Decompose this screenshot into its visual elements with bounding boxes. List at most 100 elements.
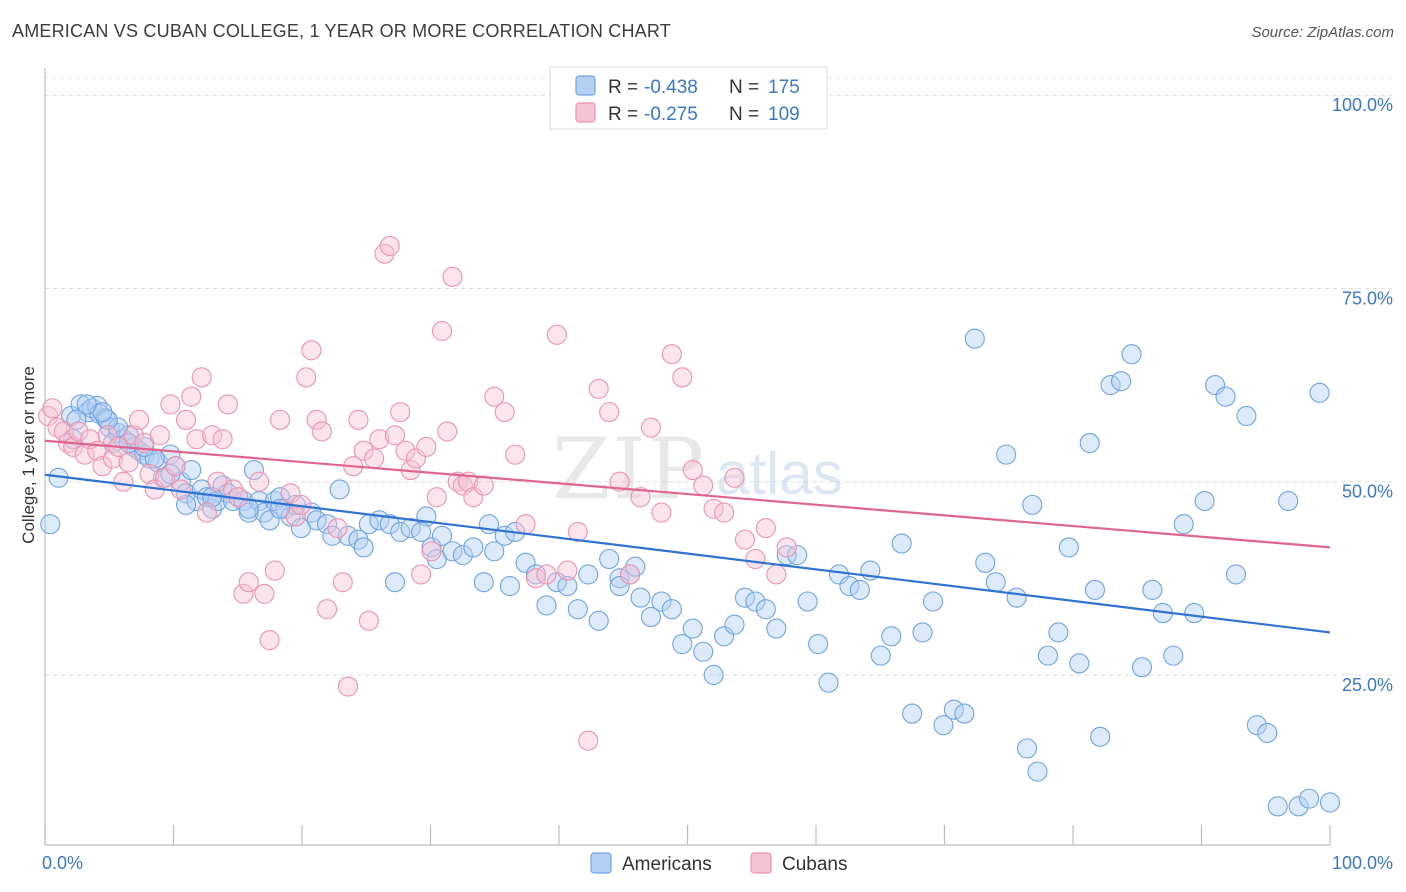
cubans-point: [296, 367, 317, 388]
americans-point: [1215, 386, 1236, 407]
americans-point: [651, 591, 672, 612]
americans-point: [755, 599, 776, 620]
cubans-point: [170, 479, 191, 500]
watermark: ZIP atlas: [552, 420, 843, 518]
cubans-point: [494, 402, 515, 423]
cubans-point: [619, 564, 641, 585]
americans-point: [776, 545, 797, 566]
americans-point: [578, 564, 599, 585]
cubans-point: [102, 448, 123, 469]
cubans-point: [395, 440, 416, 461]
americans-point: [390, 521, 411, 542]
legend-item-cubans-swatch[interactable]: [750, 852, 772, 874]
americans-point: [1058, 537, 1079, 558]
americans-point: [1184, 603, 1205, 624]
americans-point: [996, 444, 1017, 465]
americans-point: [40, 514, 61, 535]
cubans-point: [155, 467, 176, 488]
americans-point: [484, 541, 505, 562]
americans-point: [1205, 375, 1226, 396]
americans-point: [703, 664, 724, 685]
americans-point: [902, 703, 923, 724]
americans-point: [76, 394, 97, 415]
trend-lines: [44, 439, 1331, 634]
legend-swatch-americans: [575, 75, 596, 96]
cubans-point: [285, 506, 306, 527]
americans-point: [384, 572, 406, 593]
legend-r-value-americans: -0.438: [644, 77, 698, 98]
americans-point: [881, 626, 902, 647]
americans-point: [818, 672, 839, 693]
cubans-point: [254, 583, 275, 604]
cubans-point: [217, 394, 238, 415]
americans-point: [1100, 375, 1121, 396]
legend-item-cubans-label[interactable]: Cubans: [782, 854, 848, 875]
cubans-point: [390, 402, 411, 423]
americans-point: [463, 537, 484, 558]
cubans-point: [437, 421, 458, 442]
cubans-point: [165, 456, 186, 477]
cubans-point: [337, 676, 359, 697]
americans-point: [661, 599, 682, 620]
americans-point: [1131, 657, 1153, 678]
x-tick-label-min: 0.0%: [42, 853, 83, 873]
cubans-point: [270, 409, 291, 430]
cubans-point: [311, 421, 332, 442]
americans-point: [1309, 382, 1330, 403]
americans-point: [431, 525, 453, 546]
cubans-point: [196, 502, 217, 523]
americans-point: [442, 541, 463, 562]
cubans-point: [567, 521, 588, 542]
americans-point: [1069, 653, 1090, 674]
cubans-point: [249, 471, 270, 492]
americans-point: [933, 715, 954, 736]
americans-point: [828, 564, 850, 585]
cubans-point: [364, 448, 385, 469]
y-tick-labels: 25.0% 50.0% 75.0% 100.0%: [1332, 95, 1393, 695]
legend-item-americans-label[interactable]: Americans: [622, 854, 712, 875]
cubans-point: [186, 429, 207, 450]
y-axis-label: College, 1 year or more: [19, 366, 38, 544]
cubans-point: [416, 436, 437, 457]
legend-r-label-americans: R =: [608, 77, 638, 98]
cubans-point: [766, 564, 787, 585]
cubans-point: [484, 386, 505, 407]
cubans-point: [301, 340, 322, 361]
cubans-point: [693, 475, 714, 496]
americans-point: [975, 552, 996, 573]
cubans-point: [113, 471, 134, 492]
americans-point: [734, 587, 756, 608]
americans-point: [499, 575, 520, 597]
cubans-point: [755, 518, 776, 539]
americans-point: [70, 394, 91, 415]
americans-point: [280, 506, 301, 527]
americans-point: [1225, 564, 1247, 585]
americans-point: [1022, 494, 1043, 515]
cubans-point: [353, 440, 374, 461]
americans-point: [337, 525, 359, 546]
americans-point: [912, 622, 933, 643]
americans-point: [1288, 796, 1309, 817]
americans-point: [329, 479, 350, 500]
cubans-point: [358, 610, 379, 631]
americans-point: [599, 548, 620, 570]
cubans-point: [42, 398, 63, 419]
legend-n-value-cubans: 109: [768, 104, 800, 125]
americans-point: [985, 572, 1006, 593]
americans-point: [175, 494, 197, 515]
cubans-point: [379, 235, 400, 256]
cubans-point: [651, 502, 672, 523]
legend-r-value-cubans: -0.275: [644, 104, 698, 125]
americans-point: [766, 618, 787, 639]
legend-item-americans-swatch[interactable]: [590, 852, 612, 874]
americans-point: [745, 591, 766, 612]
cubans-point: [661, 344, 682, 365]
cubans-point: [463, 487, 484, 508]
cubans-point: [672, 367, 693, 388]
cubans-point: [212, 429, 233, 450]
americans-point: [536, 595, 557, 616]
legend-swatch-cubans: [575, 102, 596, 123]
cubans-point: [317, 599, 338, 620]
americans-point: [672, 633, 693, 655]
americans-point: [1194, 490, 1215, 512]
